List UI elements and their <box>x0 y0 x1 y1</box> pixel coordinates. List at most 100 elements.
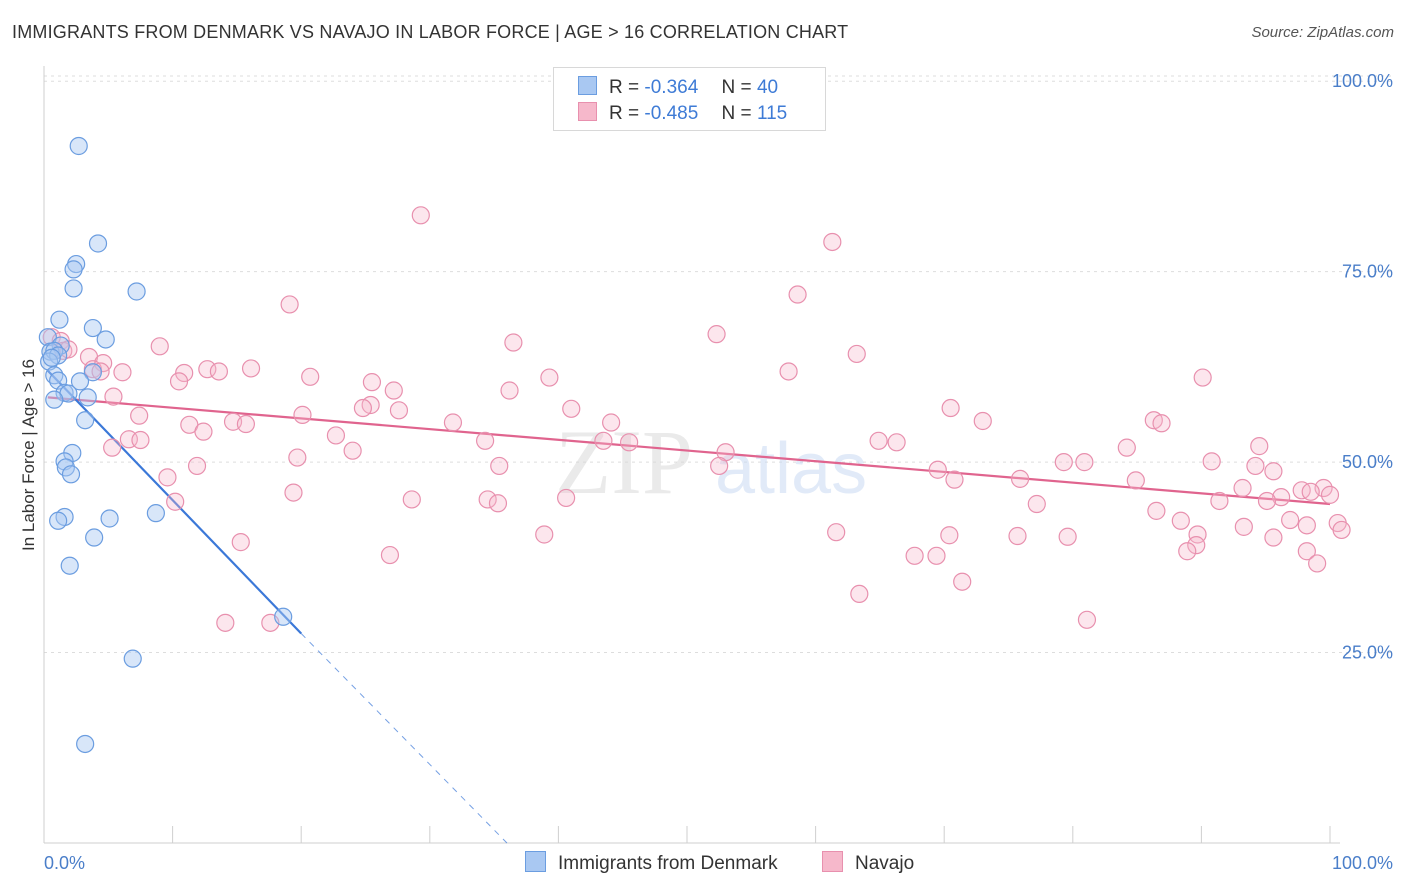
legend-item-denmark[interactable]: Immigrants from Denmark <box>525 851 778 875</box>
legend-swatch-blue <box>525 851 546 872</box>
navajo-point <box>887 433 906 452</box>
navajo-point <box>827 523 846 542</box>
legend-n-label: N = <box>721 77 752 98</box>
denmark-point <box>83 318 102 338</box>
navajo-point <box>953 572 972 591</box>
navajo-point <box>384 381 403 400</box>
legend-swatch-pink <box>822 851 843 872</box>
navajo-point <box>594 431 613 450</box>
navajo-point <box>411 206 430 225</box>
navajo-point <box>113 363 132 382</box>
denmark-point <box>69 136 88 156</box>
navajo-point <box>562 399 581 418</box>
navajo-point <box>1010 469 1030 488</box>
chart-title: IMMIGRANTS FROM DENMARK VS NAVAJO IN LAB… <box>12 22 849 42</box>
navajo-point <box>1075 453 1094 472</box>
navajo-point <box>1202 452 1221 471</box>
legend-n-value: 40 <box>756 77 779 98</box>
navajo-point <box>198 360 217 379</box>
denmark-points <box>38 136 293 754</box>
trend-lines <box>47 369 1331 844</box>
navajo-point <box>1264 528 1283 547</box>
navajo-point <box>1152 414 1171 433</box>
navajo-point <box>490 456 509 476</box>
navajo-point <box>847 344 866 364</box>
denmark-point <box>83 363 102 382</box>
denmark-trend-line <box>47 369 302 635</box>
legend-label-navajo: Navajo <box>855 853 915 874</box>
denmark-trend-extension <box>300 633 508 844</box>
denmark-point <box>42 348 61 367</box>
legend-r-value: -0.485 <box>644 103 699 124</box>
navajo-point <box>504 333 523 352</box>
denmark-point <box>50 310 69 329</box>
navajo-point <box>1210 491 1229 511</box>
navajo-point <box>241 359 261 378</box>
navajo-point <box>1292 481 1311 500</box>
navajo-point <box>389 401 409 420</box>
navajo-point <box>710 456 729 476</box>
navajo-point <box>500 381 519 400</box>
legend-r-value: -0.364 <box>644 77 699 98</box>
navajo-point <box>602 413 621 432</box>
y-tick-label: 25.0% <box>1342 643 1393 663</box>
navajo-point <box>158 468 177 487</box>
navajo-point <box>130 406 149 425</box>
denmark-point <box>96 330 115 349</box>
navajo-point <box>209 362 228 381</box>
navajo-point <box>1117 438 1136 457</box>
legend-n-label: N = <box>721 103 752 124</box>
denmark-point <box>123 649 142 668</box>
navajo-point <box>131 430 150 450</box>
navajo-point <box>1272 488 1291 507</box>
navajo-point <box>402 490 421 509</box>
navajo-point <box>326 426 346 445</box>
navajo-point <box>1171 511 1190 530</box>
source-credit: Source: ZipAtlas.com <box>1251 24 1394 41</box>
navajo-point <box>1250 437 1269 456</box>
navajo-point <box>1257 491 1277 511</box>
denmark-point <box>127 282 146 301</box>
watermark-zip: ZIP <box>555 411 693 513</box>
y-tick-label: 100.0% <box>1332 71 1393 91</box>
navajo-point <box>1297 516 1316 535</box>
navajo-point <box>301 367 320 386</box>
legend-item-navajo[interactable]: Navajo <box>822 851 914 875</box>
denmark-point <box>64 279 83 298</box>
navajo-point <box>104 387 123 406</box>
navajo-point <box>973 411 992 431</box>
navajo-point <box>280 295 299 314</box>
navajo-point <box>1027 494 1046 514</box>
navajo-point <box>788 285 807 304</box>
denmark-point <box>85 528 104 547</box>
x-tick-label: 100.0% <box>1332 853 1393 873</box>
navajo-point <box>288 448 307 467</box>
navajo-point <box>1301 482 1320 501</box>
navajo-point <box>941 398 960 418</box>
navajo-point <box>380 545 400 565</box>
navajo-point <box>443 413 463 432</box>
navajo-point <box>945 470 964 489</box>
navajo-point <box>475 431 495 450</box>
navajo-point <box>231 533 250 552</box>
navajo-point <box>927 546 946 565</box>
navajo-point <box>869 431 888 450</box>
navajo-point <box>1058 527 1077 546</box>
legend-row-denmark: R = -0.364 N = 40 <box>578 76 778 98</box>
legend-swatch-pink <box>578 102 597 121</box>
navajo-point <box>850 584 869 604</box>
navajo-point <box>1246 456 1265 476</box>
navajo-point <box>293 405 312 424</box>
navajo-point <box>1320 485 1340 504</box>
navajo-point <box>1008 526 1027 546</box>
navajo-point <box>343 441 362 460</box>
navajo-point <box>187 456 207 476</box>
navajo-point <box>940 526 959 545</box>
navajo-points <box>42 206 1351 632</box>
navajo-point <box>1297 542 1316 561</box>
navajo-point <box>488 494 508 513</box>
navajo-point <box>707 325 726 344</box>
navajo-point <box>1233 478 1252 498</box>
stats-legend: R = -0.364 N = 40 R = -0.485 N = 115 <box>553 67 826 131</box>
